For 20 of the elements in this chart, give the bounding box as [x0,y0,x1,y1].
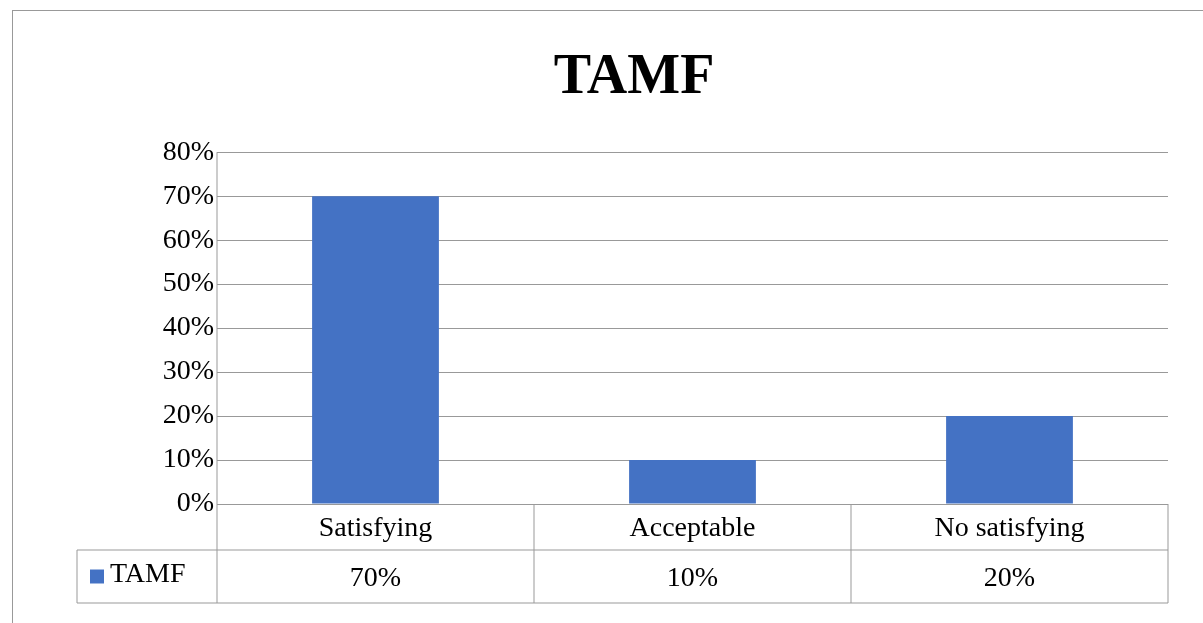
y-tick-label: 70% [162,178,214,210]
y-tick-label: 80% [162,134,214,166]
y-tick-label: 50% [162,266,214,298]
legend-label: TAMF [110,556,186,588]
bar [946,416,1073,504]
data-label: 70% [349,560,402,592]
y-tick-label: 60% [162,222,214,254]
data-label: 10% [666,560,719,592]
chart-title: TAMF [553,43,715,106]
y-tick-label: 0% [176,486,214,518]
y-tick-label: 20% [162,398,214,430]
x-tick-label: Satisfying [318,511,433,543]
data-label: 20% [983,560,1036,592]
x-tick-label: Acceptable [629,511,756,543]
y-tick-label: 10% [162,442,214,474]
y-tick-label: 30% [162,354,214,386]
bar [629,460,756,504]
x-tick-label: No satisfying [934,511,1085,543]
y-tick-label: 40% [162,310,214,342]
bar [312,196,439,504]
